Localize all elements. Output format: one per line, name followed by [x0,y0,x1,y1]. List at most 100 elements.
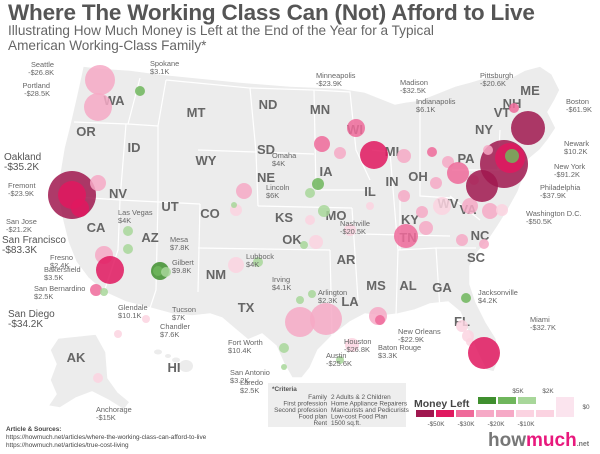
city-bubble [360,141,388,169]
state-label-id: ID [128,140,141,155]
city-name: Portland [22,81,50,90]
city-bubble [505,149,519,163]
state-label-mn: MN [310,102,330,117]
city-bubbles [48,65,545,383]
city-name: Seattle [31,60,54,69]
state-label-il: IL [364,184,376,199]
city-value: -$61.9K [566,105,592,114]
city-name: Fremont [8,181,36,190]
city-bubble [305,188,315,198]
city-bubble [419,221,433,235]
source-link-1[interactable]: https://howmuch.net/articles/where-the-w… [6,434,207,441]
state-label-az: AZ [141,230,158,245]
sources-heading: Article & Sources: [6,426,62,433]
state-label-nd: ND [259,97,278,112]
city-bubble [416,206,428,218]
city-value: $3.5K [44,273,63,282]
state-label-nv: NV [109,186,127,201]
legend-swatch-zero [556,397,574,417]
criteria-label: Family [308,394,328,401]
city-bubble [398,190,410,202]
city-value: -$91.2K [554,170,580,179]
hawaii-shape [154,349,193,372]
city-value: $9.8K [172,266,191,275]
city-bubble [496,204,508,216]
city-name: Anchorage [96,405,132,414]
source-link-2[interactable]: https://howmuch.net/articles/true-cost-l… [6,442,129,449]
city-name: Irving [272,275,290,284]
state-label-al: AL [399,278,416,293]
city-bubble [309,235,323,249]
city-value: -$35.2K [4,162,39,173]
city-bubble [433,197,451,215]
subtitle-line-2: American Working-Class Family* [8,38,207,53]
city-name: Tucson [172,305,196,314]
page-title: Where The Working Class Can (Not) Afford… [8,0,535,25]
legend-label-negative: -$20K [487,421,505,428]
state-label-pa: PA [457,151,475,166]
alaska-shape [46,333,132,412]
city-value: -$32.7K [530,323,556,332]
city-bubble [161,267,171,277]
city-bubble [479,239,489,249]
city-bubble [345,338,359,352]
city-bubble [153,266,163,276]
city-name: Gilbert [172,258,194,267]
city-name: Glendale [118,303,148,312]
criteria-value: Home Appliance Repairers [331,401,407,408]
criteria-value: 1500 sq.ft. [331,420,361,427]
city-name: Washington D.C. [526,209,582,218]
city-bubble [318,205,330,217]
city-value: $4.1K [272,283,291,292]
city-bubble [123,226,133,236]
city-bubble [279,343,289,353]
city-bubble [123,244,133,254]
state-label-or: OR [76,124,96,139]
city-value: -$20.5K [340,227,366,236]
state-label-mi: MI [385,144,399,159]
city-name: Lincoln [266,183,289,192]
legend-swatch-negative [456,410,474,417]
city-bubble [511,111,545,145]
state-label-ar: AR [337,252,356,267]
city-name: Las Vegas [118,208,153,217]
city-name: Newark [564,139,589,148]
city-value: -$50.5K [526,217,552,226]
city-value: $6K [266,191,279,200]
city-name: Chandler [160,322,191,331]
legend-swatch-positive [498,397,516,404]
city-name: Indianapolis [416,97,456,106]
city-name: Bakersfield [44,265,81,274]
city-bubble [375,315,385,325]
city-value: -$20.6K [480,79,506,88]
city-bubble [114,330,122,338]
city-value: -$21.2K [6,225,32,234]
state-label-tx: TX [238,300,255,315]
state-label-in: IN [386,174,399,189]
city-name: New Orleans [398,327,441,336]
city-bubble [461,293,471,303]
city-bubble [430,177,442,189]
city-bubble [394,224,418,248]
state-label-ok: OK [282,232,302,247]
city-value: $4K [246,260,259,269]
city-name: Nashville [340,219,370,228]
city-labels: Seattle-$26.8KSpokane$3.1KPortland-$28.5… [2,59,592,422]
city-name: Mesa [170,235,189,244]
city-bubble [310,303,342,335]
city-value: $7.8K [170,243,189,252]
city-value: $3.3K [378,351,397,360]
city-value: $2.5K [240,386,259,395]
state-label-la: LA [341,294,359,309]
city-name: Laredo [240,378,263,387]
city-name: Oakland [4,152,41,163]
legend-label-zero: $0 [582,404,590,411]
city-bubble [509,103,519,113]
legend-swatch-negative [496,410,514,417]
city-bubble [90,175,106,191]
city-value: $2.3K [318,296,337,305]
city-value: $3.1K [150,67,169,76]
city-bubble [336,356,344,364]
city-bubble [462,198,478,214]
criteria-heading: *Criteria [272,386,297,393]
